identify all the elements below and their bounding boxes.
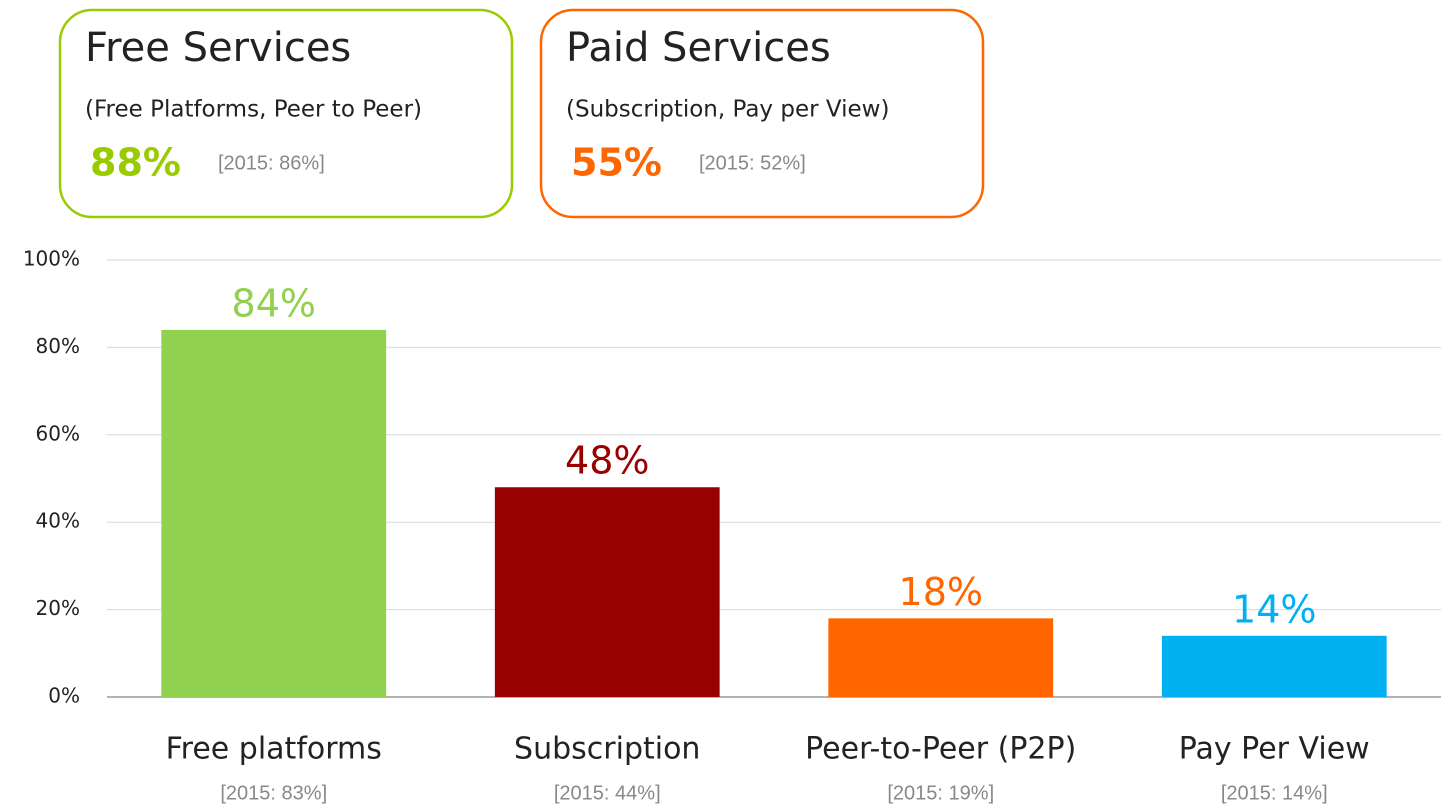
category-note: [2015: 14%] [1221,782,1328,804]
x-tick-label: Peer-to-Peer (P2P) [805,732,1076,767]
value-label: 84% [232,281,316,325]
callout-title: Paid Services [566,25,831,71]
y-tick-label: 80% [36,334,80,358]
category-note: [2015: 83%] [220,782,327,804]
callout-value: 88% [90,141,181,185]
callout-note: [2015: 86%] [218,152,325,174]
callout-subtitle: (Free Platforms, Peer to Peer) [85,97,422,123]
value-label: 18% [899,570,983,614]
bar [1161,635,1387,697]
y-tick-label: 0% [48,684,80,708]
value-label: 14% [1232,587,1316,631]
bar [161,329,387,697]
y-tick-label: 100% [23,247,80,271]
callout-note: [2015: 52%] [699,152,806,174]
callout-box [539,8,985,219]
y-tick-label: 20% [36,596,80,620]
y-tick-label: 60% [36,421,80,445]
x-tick-label: Free platforms [166,732,382,767]
callout-value: 55% [571,141,662,185]
y-tick-label: 40% [36,509,80,533]
callout-box [58,8,514,219]
bar [494,487,720,697]
category-note: [2015: 44%] [554,782,661,804]
bar [828,618,1054,697]
callout-title: Free Services [85,25,351,71]
x-tick-label: Subscription [514,732,700,767]
callout-subtitle: (Subscription, Pay per View) [566,97,889,123]
x-tick-label: Pay Per View [1179,732,1370,767]
value-label: 48% [565,439,649,483]
category-note: [2015: 19%] [887,782,994,804]
